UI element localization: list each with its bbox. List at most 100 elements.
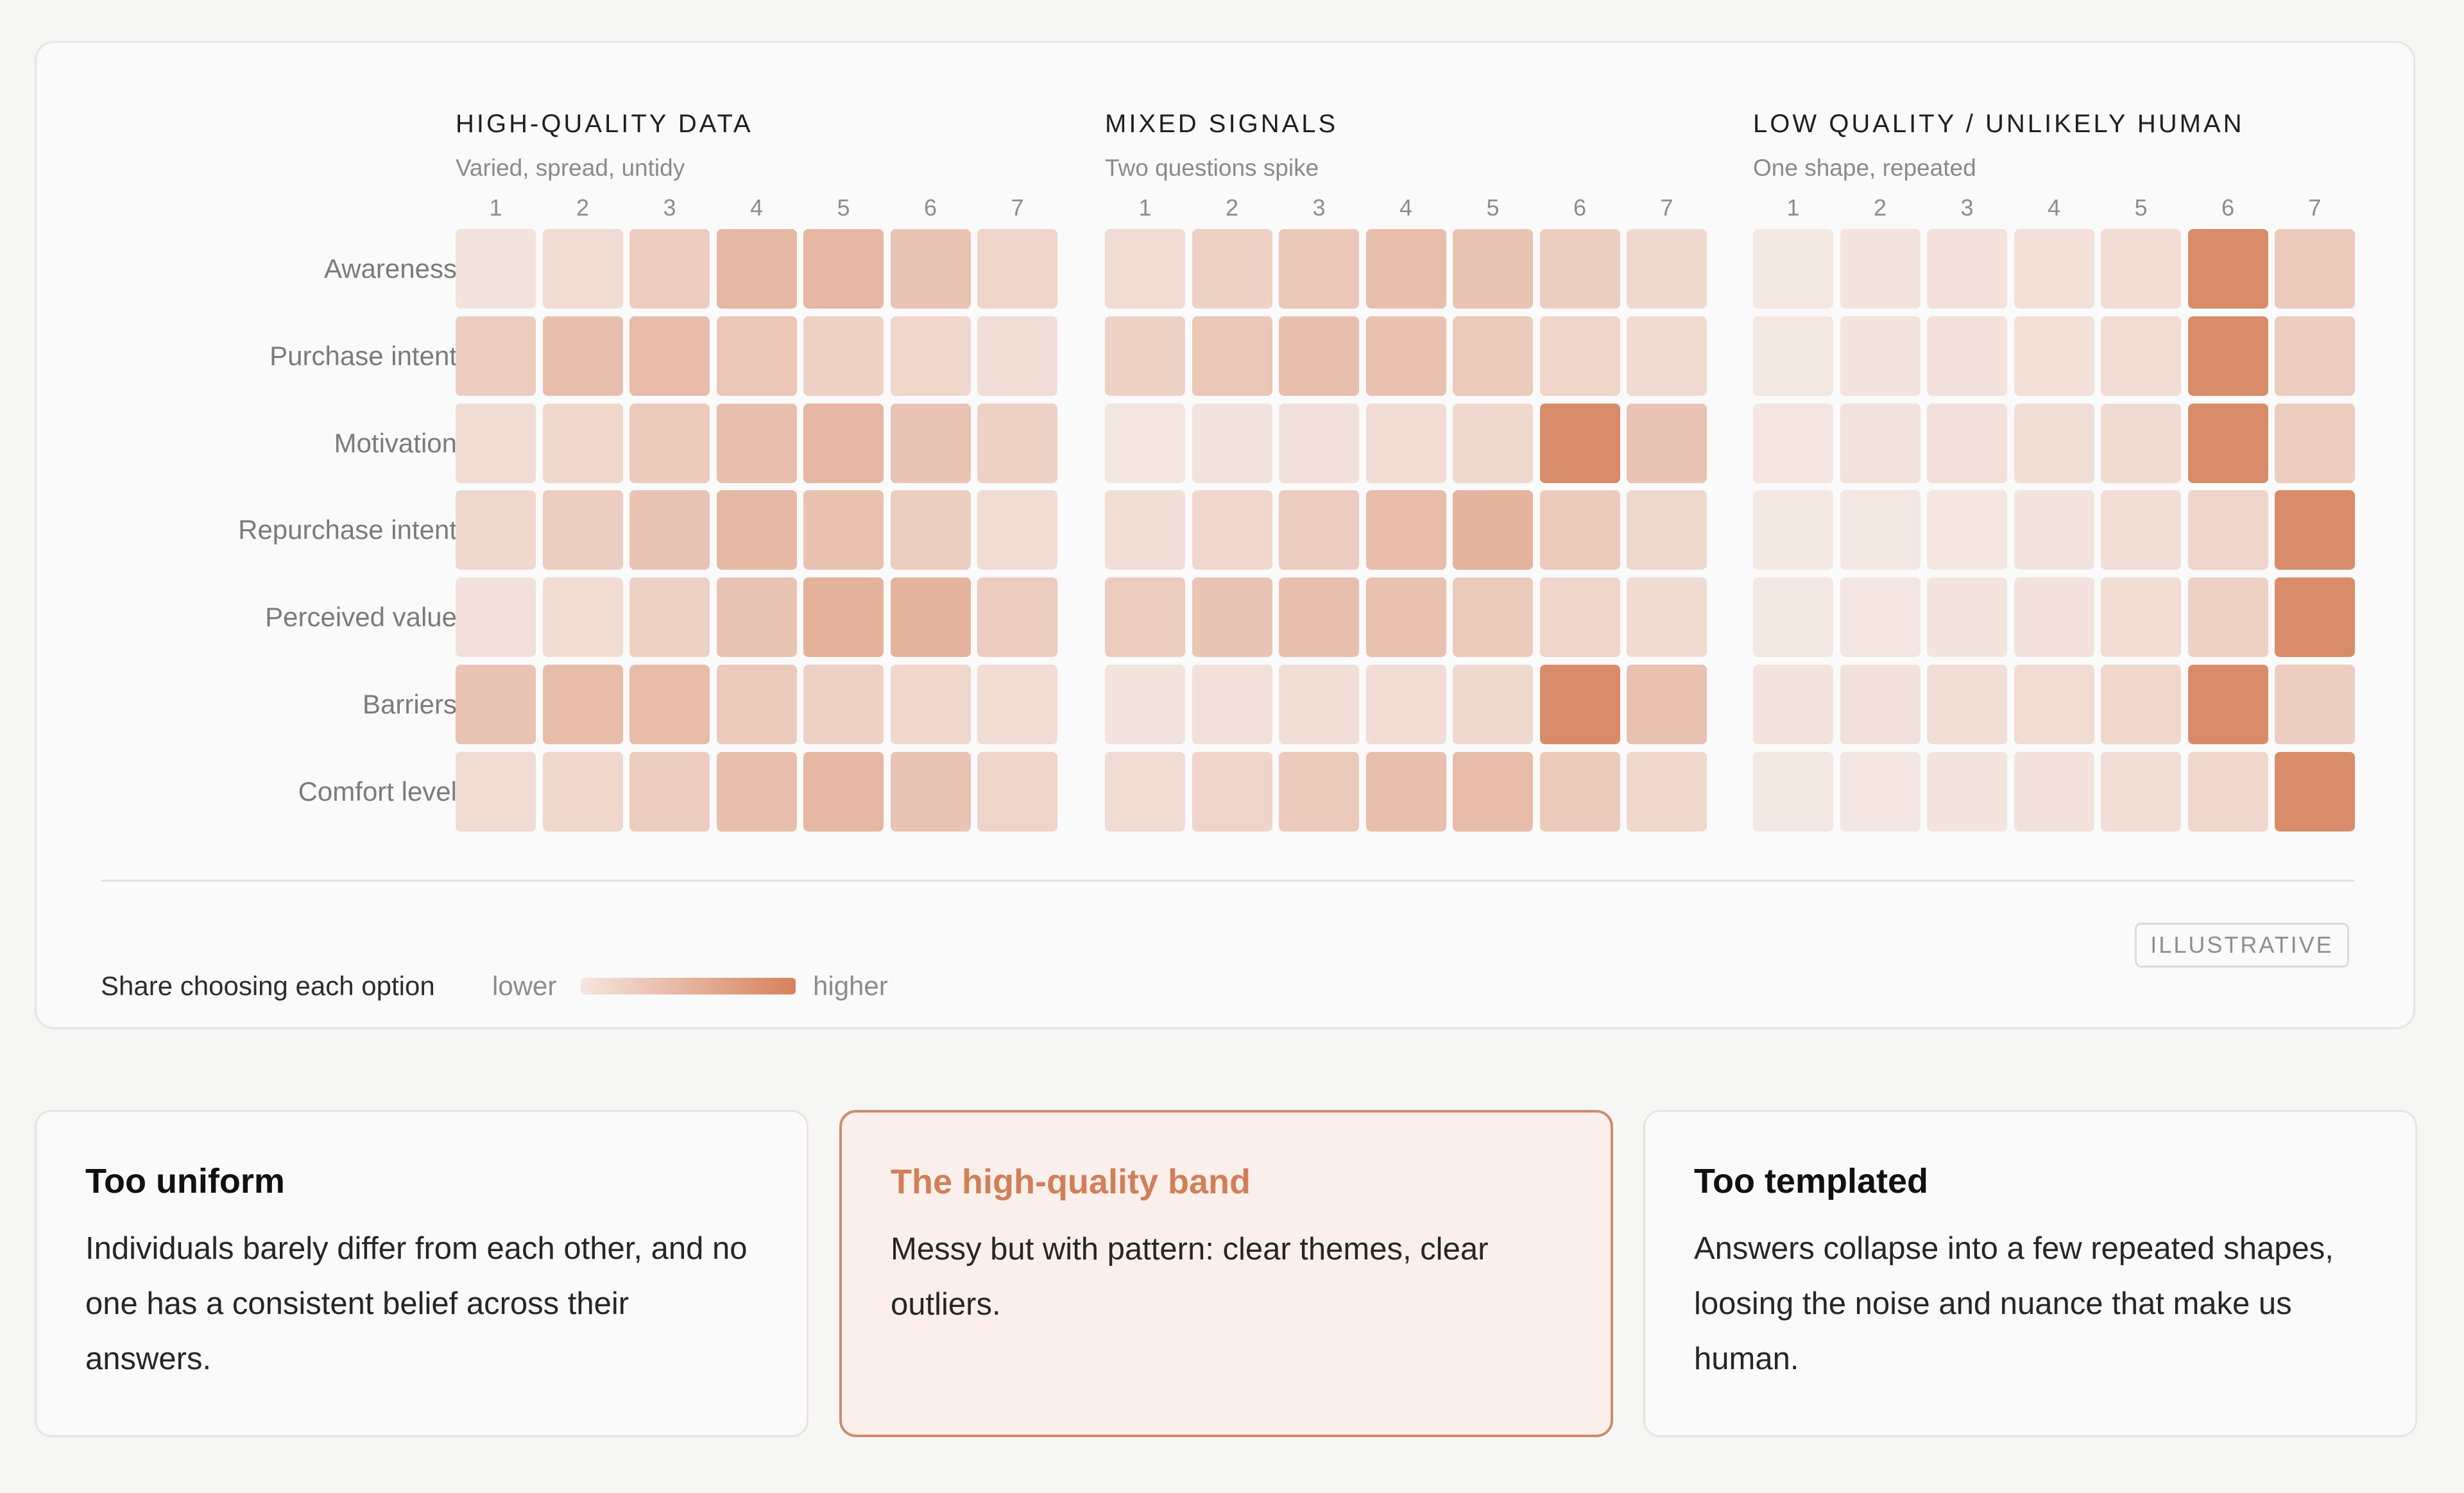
divider <box>101 880 2354 882</box>
heatmap-cell <box>1105 229 1185 309</box>
heatmap-cell <box>1279 665 1359 744</box>
heatmap-cell <box>716 316 797 396</box>
heatmap-cell <box>1279 577 1359 658</box>
card-body: Messy but with pattern: clear themes, cl… <box>891 1232 1489 1322</box>
column-label: 2 <box>1225 194 1239 221</box>
card-too-uniform: Too uniform Individuals barely differ fr… <box>35 1110 809 1437</box>
heatmap-cell <box>2187 403 2268 483</box>
panel-title: MIXED SIGNALS <box>1105 110 1339 138</box>
heatmap-cell <box>1192 751 1272 832</box>
heatmap-cell <box>2101 665 2181 744</box>
heatmap-cell <box>1192 577 1272 658</box>
heatmap-cell <box>890 316 971 396</box>
heatmap-cell <box>1453 751 1533 832</box>
legend-label: Share choosing each option <box>101 971 435 1001</box>
heatmap-cell <box>542 316 623 396</box>
heatmap-cell <box>803 403 884 483</box>
illustrative-badge: ILLUSTRATIVE <box>2135 923 2349 968</box>
heatmap-cell <box>1627 229 1707 309</box>
column-label: 2 <box>1873 194 1887 221</box>
heatmap-cell <box>1840 577 1921 658</box>
heatmap-cell <box>2014 751 2094 832</box>
heatmap-cell <box>890 577 971 658</box>
heatmap-cell <box>1365 577 1446 658</box>
column-label: 7 <box>2308 194 2322 221</box>
heatmap-cell <box>716 229 797 309</box>
heatmap-cell <box>542 751 623 832</box>
row-label: Motivation <box>334 427 457 458</box>
card-body: Individuals barely differ from each othe… <box>85 1231 748 1376</box>
card-title: The high-quality band <box>891 1163 1251 1201</box>
heatmap-cell <box>2275 490 2355 570</box>
heatmap-cell <box>2014 403 2094 483</box>
heatmap-cell <box>2101 403 2181 483</box>
heatmap-cell <box>890 490 971 570</box>
heatmap-cell <box>1627 490 1707 570</box>
column-label: 4 <box>2047 194 2061 221</box>
heatmap-cell <box>977 229 1057 309</box>
heatmap-cell <box>977 403 1057 483</box>
row-label: Barriers <box>362 689 457 719</box>
heatmap-cell <box>629 751 710 832</box>
heatmap-cell <box>2101 316 2181 396</box>
heatmap-cell <box>1365 316 1446 396</box>
row-label: Comfort level <box>298 776 457 806</box>
panel-subtitle: One shape, repeated <box>1753 155 1976 181</box>
heatmap-cell <box>1279 751 1359 832</box>
heatmap-cell <box>1279 403 1359 483</box>
heatmap-cell <box>1365 403 1446 483</box>
heatmap-cell <box>1627 403 1707 483</box>
heatmap-cell <box>1927 490 2007 570</box>
heatmap-cell <box>1627 577 1707 658</box>
heatmap-cell <box>542 490 623 570</box>
heatmap-cell <box>977 490 1057 570</box>
heatmap-cell <box>1453 665 1533 744</box>
heatmap-cell <box>1753 229 1833 309</box>
heatmap-cell <box>1539 229 1620 309</box>
column-label: 7 <box>1011 194 1024 221</box>
column-label: 6 <box>2221 194 2235 221</box>
heatmap-cell <box>1453 316 1533 396</box>
heatmap-cell <box>890 403 971 483</box>
heatmap-cell <box>456 490 536 570</box>
heatmap-cell <box>803 577 884 658</box>
heatmap-cell <box>1365 751 1446 832</box>
heatmap-cell <box>2101 490 2181 570</box>
legend-high-label: higher <box>813 971 888 1001</box>
heatmap-cell <box>890 665 971 744</box>
heatmap-cell <box>1840 316 1921 396</box>
card-title: Too uniform <box>85 1162 285 1200</box>
column-label: 6 <box>1573 194 1587 221</box>
heatmap-cell <box>629 665 710 744</box>
heatmap-cell <box>1539 403 1620 483</box>
heatmap-cell <box>456 403 536 483</box>
heatmap-cell <box>629 490 710 570</box>
heatmap-cell <box>2014 665 2094 744</box>
heatmap-cell <box>2275 403 2355 483</box>
heatmap-cell <box>716 490 797 570</box>
heatmap-cell <box>1840 403 1921 483</box>
heatmap-cell <box>1453 577 1533 658</box>
row-label: Awareness <box>323 253 457 284</box>
legend-gradient-bar <box>581 978 796 994</box>
heatmap-cell <box>1627 316 1707 396</box>
heatmap-cell <box>1539 490 1620 570</box>
heatmap-cell <box>2014 577 2094 658</box>
heatmap-cell <box>1539 751 1620 832</box>
row-label: Repurchase intent <box>238 515 457 545</box>
column-label: 3 <box>1312 194 1326 221</box>
column-label: 7 <box>1660 194 1673 221</box>
card-high-quality-band: The high-quality band Messy but with pat… <box>839 1110 1613 1437</box>
heatmap-cell <box>2014 316 2094 396</box>
heatmap-cell <box>1453 403 1533 483</box>
heatmap-cell <box>2275 577 2355 658</box>
heatmap-cell <box>2275 316 2355 396</box>
heatmap-cell <box>803 316 884 396</box>
heatmap-cell <box>1840 751 1921 832</box>
heatmap-cell <box>2187 665 2268 744</box>
heatmap-cell <box>2014 490 2094 570</box>
column-label: 6 <box>923 194 937 221</box>
heatmap-cell <box>1753 751 1833 832</box>
heatmap-cell <box>1539 665 1620 744</box>
panel-subtitle: Varied, spread, untidy <box>456 155 685 181</box>
